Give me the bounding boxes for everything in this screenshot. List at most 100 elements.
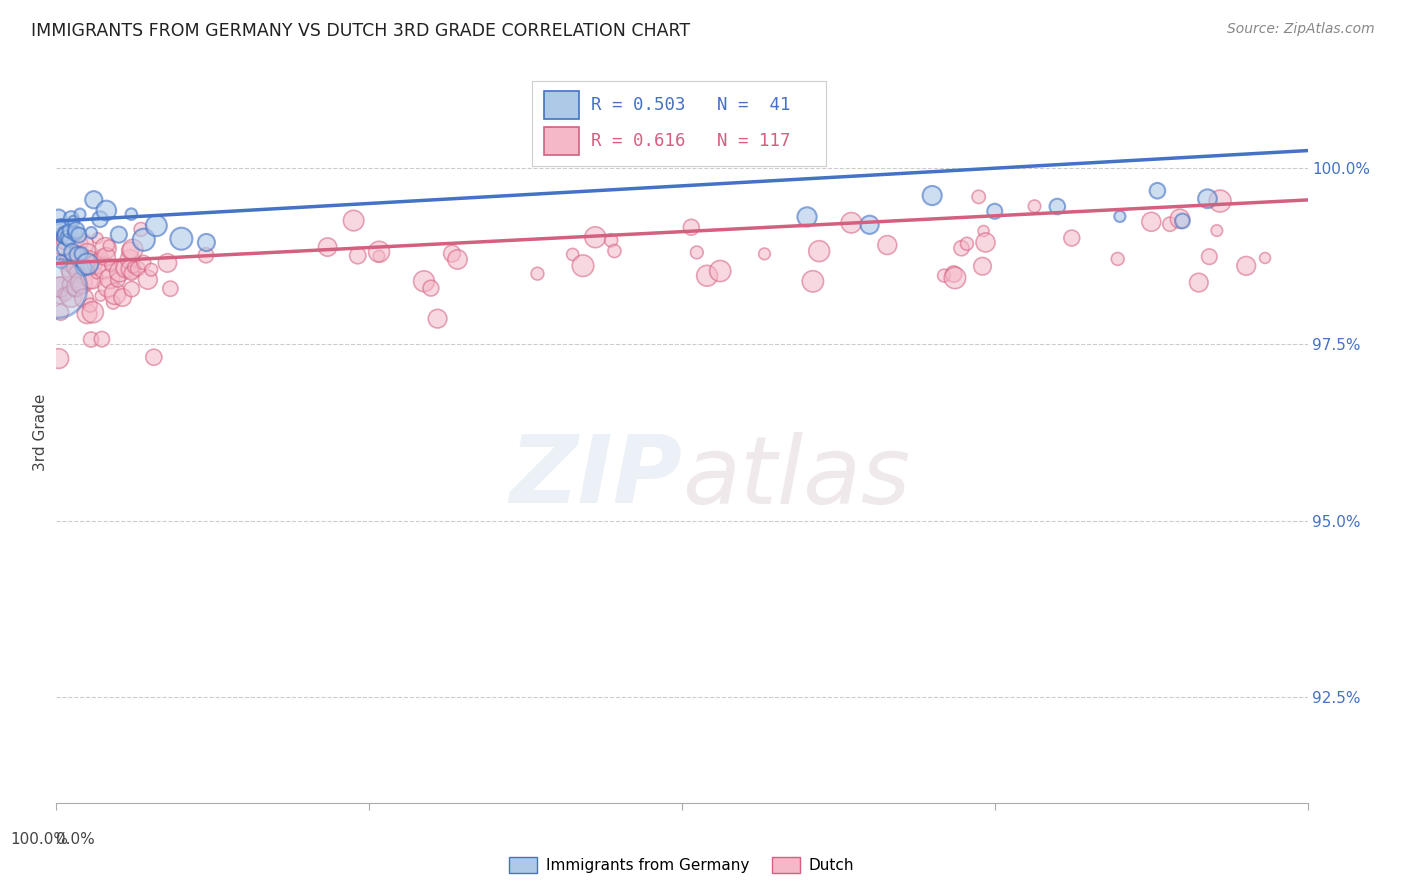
- Point: [90, 332, 112, 346]
- Point: [90, 250, 112, 264]
- Point: [1171, 214, 1194, 228]
- Point: [65, 223, 87, 237]
- Point: [841, 216, 863, 230]
- Point: [426, 311, 449, 326]
- Point: [136, 273, 159, 287]
- Point: [526, 267, 548, 281]
- Point: [58, 233, 80, 247]
- Point: [368, 249, 391, 263]
- Point: [118, 252, 141, 267]
- Point: [72, 237, 94, 252]
- Point: [1205, 223, 1227, 237]
- Point: [63, 265, 86, 279]
- Point: [122, 260, 145, 275]
- Text: Source: ZipAtlas.com: Source: ZipAtlas.com: [1227, 22, 1375, 37]
- Point: [115, 261, 138, 276]
- Point: [754, 247, 776, 261]
- Text: IMMIGRANTS FROM GERMANY VS DUTCH 3RD GRADE CORRELATION CHART: IMMIGRANTS FROM GERMANY VS DUTCH 3RD GRA…: [31, 22, 690, 40]
- Point: [194, 248, 217, 262]
- Point: [132, 255, 155, 269]
- Bar: [544, 127, 579, 155]
- Point: [1140, 215, 1163, 229]
- Point: [90, 288, 112, 302]
- Point: [59, 261, 82, 276]
- Point: [159, 282, 181, 296]
- Point: [83, 193, 105, 207]
- Point: [121, 266, 143, 280]
- Point: [96, 250, 118, 264]
- Y-axis label: 3rd Grade: 3rd Grade: [32, 394, 48, 471]
- Point: [709, 264, 731, 278]
- Point: [121, 243, 143, 257]
- Text: 100.0%: 100.0%: [11, 832, 69, 847]
- Point: [121, 282, 143, 296]
- Point: [942, 267, 965, 281]
- Point: [51, 227, 73, 241]
- Point: [49, 290, 72, 304]
- Text: ZIP: ZIP: [509, 431, 682, 523]
- Point: [583, 230, 606, 244]
- Point: [316, 240, 339, 254]
- Point: [65, 282, 87, 296]
- Point: [55, 228, 77, 243]
- Point: [446, 252, 468, 267]
- Point: [603, 244, 626, 258]
- Point: [808, 244, 831, 259]
- Point: [56, 230, 79, 244]
- Point: [413, 274, 436, 288]
- Point: [108, 265, 131, 279]
- Point: [1024, 199, 1046, 213]
- Point: [120, 207, 142, 221]
- Point: [796, 210, 818, 224]
- Point: [82, 258, 104, 272]
- Point: [974, 235, 997, 250]
- Point: [62, 245, 84, 260]
- Point: [950, 241, 973, 255]
- Point: [51, 220, 73, 235]
- Point: [80, 226, 103, 240]
- Point: [62, 214, 84, 228]
- Point: [76, 257, 98, 271]
- Point: [1109, 210, 1132, 224]
- Point: [368, 244, 391, 259]
- Point: [89, 252, 111, 266]
- Point: [170, 232, 193, 246]
- Point: [1168, 211, 1191, 226]
- Point: [66, 248, 89, 262]
- Point: [132, 233, 155, 247]
- Point: [943, 271, 966, 285]
- Point: [127, 261, 149, 276]
- Point: [1146, 184, 1168, 198]
- Point: [94, 241, 117, 255]
- Point: [956, 236, 979, 251]
- Point: [98, 271, 121, 285]
- Point: [60, 252, 83, 266]
- Point: [59, 224, 82, 238]
- Point: [76, 247, 98, 261]
- Legend: Immigrants from Germany, Dutch: Immigrants from Germany, Dutch: [503, 851, 860, 880]
- Point: [80, 333, 103, 347]
- Point: [60, 256, 83, 270]
- Point: [59, 277, 82, 292]
- Point: [1209, 194, 1232, 208]
- FancyBboxPatch shape: [531, 81, 825, 166]
- Point: [69, 207, 91, 221]
- Point: [1060, 231, 1083, 245]
- Point: [1188, 276, 1211, 290]
- Point: [86, 257, 108, 271]
- Point: [111, 290, 134, 304]
- Point: [86, 231, 108, 245]
- Point: [51, 254, 73, 268]
- Point: [53, 227, 76, 241]
- Point: [973, 224, 995, 238]
- Point: [51, 230, 73, 244]
- Point: [120, 244, 142, 258]
- Point: [62, 260, 84, 275]
- Point: [440, 246, 463, 260]
- Point: [859, 218, 882, 232]
- Point: [80, 274, 103, 288]
- Point: [195, 235, 218, 250]
- Point: [82, 305, 104, 319]
- Point: [89, 212, 111, 227]
- Point: [343, 213, 366, 227]
